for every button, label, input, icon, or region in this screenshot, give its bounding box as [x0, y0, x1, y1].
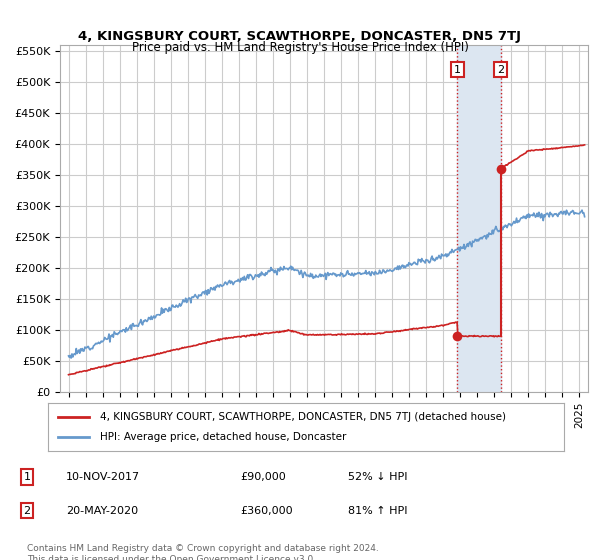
Text: Price paid vs. HM Land Registry's House Price Index (HPI): Price paid vs. HM Land Registry's House … — [131, 41, 469, 54]
Text: 20-MAY-2020: 20-MAY-2020 — [66, 506, 138, 516]
Text: Contains HM Land Registry data © Crown copyright and database right 2024.
This d: Contains HM Land Registry data © Crown c… — [27, 544, 379, 560]
Text: 1: 1 — [23, 472, 31, 482]
Text: 81% ↑ HPI: 81% ↑ HPI — [348, 506, 407, 516]
Text: 4, KINGSBURY COURT, SCAWTHORPE, DONCASTER, DN5 7TJ (detached house): 4, KINGSBURY COURT, SCAWTHORPE, DONCASTE… — [100, 412, 506, 422]
Text: £360,000: £360,000 — [240, 506, 293, 516]
Text: 2: 2 — [497, 64, 504, 74]
Text: 1: 1 — [454, 64, 461, 74]
Text: 2: 2 — [23, 506, 31, 516]
Text: 52% ↓ HPI: 52% ↓ HPI — [348, 472, 407, 482]
Text: 4, KINGSBURY COURT, SCAWTHORPE, DONCASTER, DN5 7TJ: 4, KINGSBURY COURT, SCAWTHORPE, DONCASTE… — [79, 30, 521, 43]
Text: 10-NOV-2017: 10-NOV-2017 — [66, 472, 140, 482]
Text: £90,000: £90,000 — [240, 472, 286, 482]
Text: HPI: Average price, detached house, Doncaster: HPI: Average price, detached house, Donc… — [100, 432, 346, 442]
Bar — [457, 45, 501, 392]
